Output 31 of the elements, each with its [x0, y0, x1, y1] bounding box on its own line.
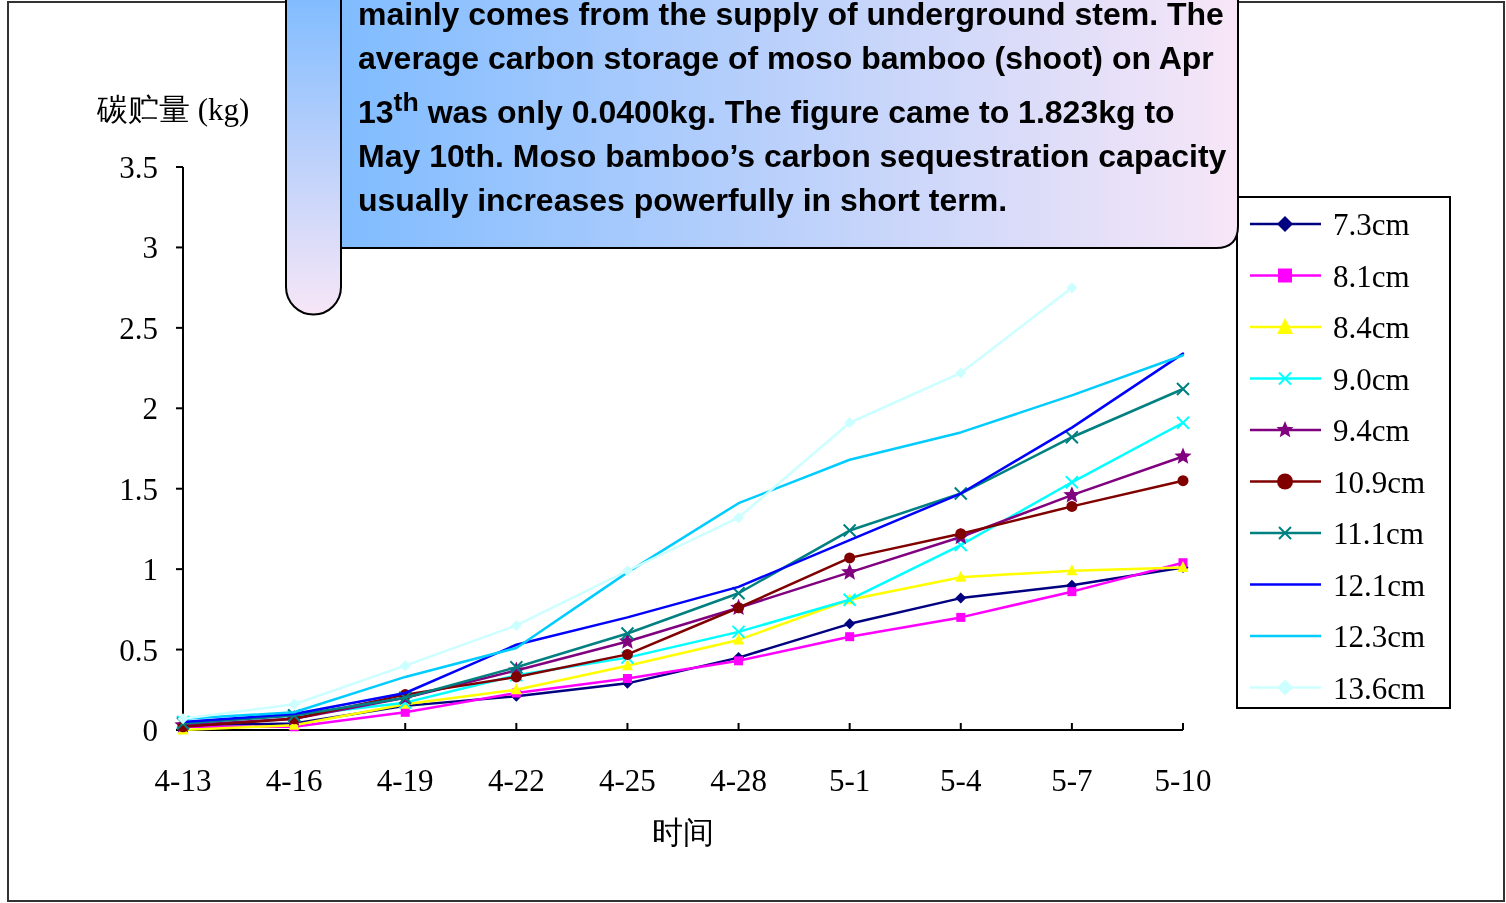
legend-label: 8.4cm: [1333, 310, 1410, 345]
y-tick-label: 0.5: [119, 632, 158, 668]
y-tick-label: 1.5: [119, 471, 158, 507]
legend-label: 13.6cm: [1333, 670, 1426, 706]
x-tick-label: 5-7: [1051, 763, 1093, 798]
legend-label: 9.0cm: [1333, 361, 1410, 397]
y-tick-label: 3.5: [119, 150, 158, 185]
x-tick-label: 4-16: [265, 763, 323, 798]
y-tick-label: 0: [142, 713, 158, 748]
legend-label: 7.3cm: [1333, 207, 1410, 242]
x-tick-label: 4-25: [599, 763, 656, 798]
y-tick-label: 1: [142, 552, 158, 588]
x-tick-label: 5-1: [829, 763, 871, 798]
legend-label: 8.1cm: [1333, 258, 1410, 294]
annotation: mainly comes from the supply of underground stem. The average carbon storage of moso bamboo (shoot) on Apr 13$^{th}$ was only 0.0400kg. The figure came to 1.823kg to May 10th. Moso bamboo’s carbon sequestration capacity usually increases powerfully in short term.: [357, 0, 1228, 220]
x-tick-label: 4-13: [154, 763, 212, 798]
legend-label: 12.3cm: [1333, 619, 1426, 654]
y-axis-title: 碳贮量 (kg): [96, 92, 250, 127]
y-tick-label: 2: [142, 391, 158, 427]
x-tick-label: 5-4: [940, 763, 982, 798]
y-tick-label: 2.5: [119, 310, 158, 346]
legend-label: 12.1cm: [1333, 567, 1426, 603]
legend-label: 11.1cm: [1333, 516, 1424, 551]
y-tick-label: 3: [142, 230, 158, 266]
x-axis-title: 时间: [652, 815, 714, 850]
legend-label: 10.9cm: [1333, 464, 1426, 500]
x-tick-label: 4-22: [487, 763, 545, 798]
x-tick-label: 5-10: [1154, 763, 1212, 798]
x-tick-label: 4-28: [710, 763, 767, 798]
legend-label: 9.4cm: [1333, 413, 1410, 448]
x-tick-label: 4-19: [376, 763, 434, 798]
